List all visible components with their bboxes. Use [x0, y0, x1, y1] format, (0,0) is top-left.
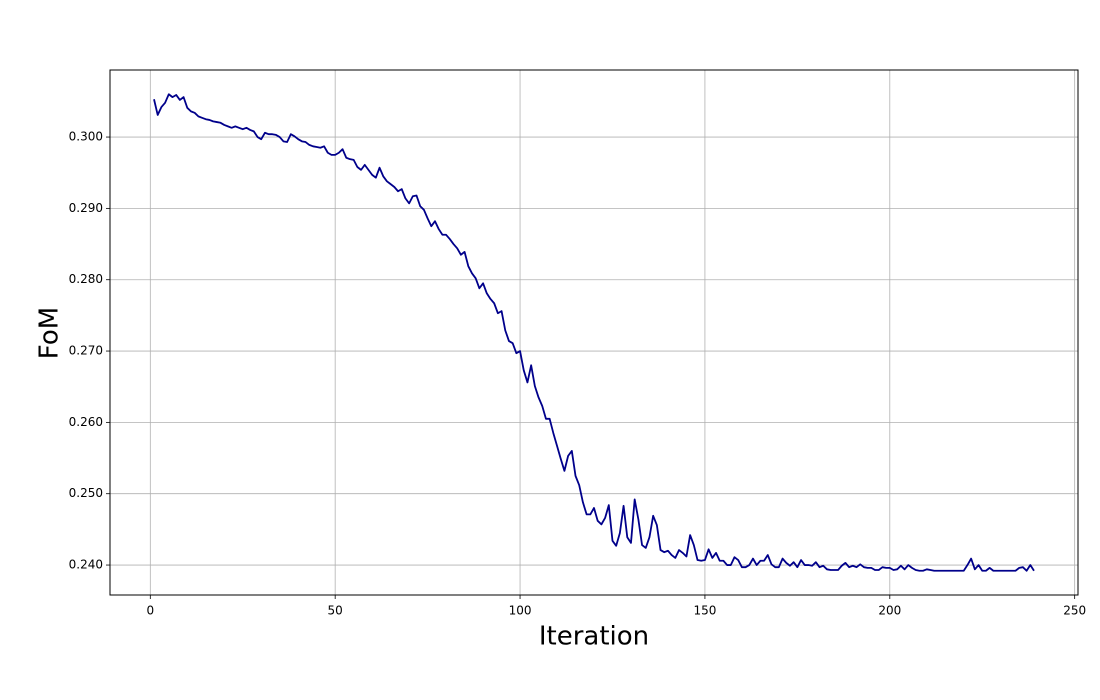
y-tick-label: 0.300	[69, 130, 103, 144]
x-axis-label: Iteration	[539, 622, 649, 652]
data-line	[153, 93, 1035, 572]
y-tick-label: 0.280	[69, 272, 103, 286]
y-tick-label: 0.270	[69, 344, 103, 358]
plot-frame	[109, 69, 1079, 596]
y-axis-label: FoM	[35, 307, 65, 359]
y-tick-label: 0.260	[69, 415, 103, 429]
x-tick-label: 100	[509, 604, 532, 618]
x-tick-label: 250	[1063, 604, 1086, 618]
y-tick-label: 0.250	[69, 486, 103, 500]
x-tick-label: 50	[328, 604, 343, 618]
x-tick-label: 200	[878, 604, 901, 618]
y-tick-label: 0.240	[69, 558, 103, 572]
y-tick-label: 0.290	[69, 201, 103, 215]
x-tick-label: 150	[693, 604, 716, 618]
x-tick-label: 0	[146, 604, 154, 618]
